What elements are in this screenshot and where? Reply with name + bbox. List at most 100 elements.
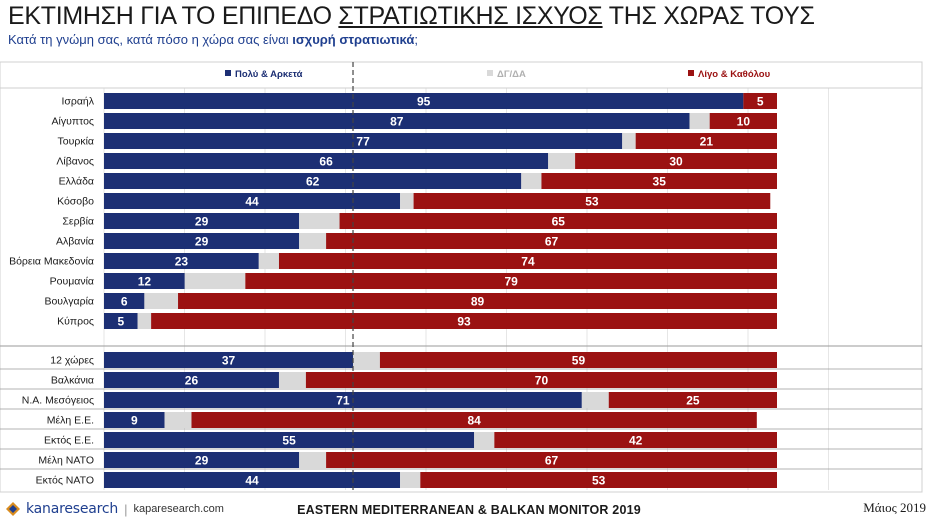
value-label-positive: 23 xyxy=(175,255,189,269)
value-label-positive: 29 xyxy=(195,235,209,249)
category-label: Ελλάδα xyxy=(59,176,94,188)
value-label-positive: 37 xyxy=(222,354,236,368)
category-label: Αλβανία xyxy=(56,236,94,248)
category-label: 12 χώρες xyxy=(50,355,94,367)
bar-neutral xyxy=(400,193,414,209)
value-label-positive: 87 xyxy=(390,115,404,129)
bar-neutral xyxy=(144,293,179,309)
bar-positive xyxy=(104,233,300,249)
value-label-negative: 53 xyxy=(585,195,599,209)
logo-word-b: research xyxy=(59,501,119,517)
bar-positive xyxy=(104,313,138,329)
bar-positive xyxy=(104,412,165,428)
bar-negative xyxy=(709,113,777,129)
value-label-negative: 42 xyxy=(629,434,643,448)
category-label: Αίγυπτος xyxy=(52,116,94,128)
legend-swatch xyxy=(487,70,493,76)
value-label-positive: 77 xyxy=(356,135,370,149)
value-label-negative: 10 xyxy=(737,115,751,129)
bar-negative xyxy=(278,253,777,269)
value-label-negative: 53 xyxy=(592,474,606,488)
value-label-positive: 26 xyxy=(185,374,199,388)
legend-label: ΔΓ/ΔΑ xyxy=(497,69,526,80)
bar-neutral xyxy=(689,113,710,129)
value-label-negative: 35 xyxy=(653,175,667,189)
bar-positive xyxy=(104,133,623,149)
bar-positive xyxy=(104,372,279,388)
value-label-negative: 84 xyxy=(467,414,481,428)
value-label-positive: 95 xyxy=(417,95,431,109)
bar-positive xyxy=(104,173,522,189)
bar-negative xyxy=(151,313,778,329)
bar-neutral xyxy=(622,133,636,149)
bar-neutral xyxy=(521,173,542,189)
logo-word-a: kana xyxy=(26,501,60,517)
footer-website: kaparesearch.com xyxy=(133,503,224,515)
bar-negative xyxy=(379,352,777,368)
value-label-positive: 9 xyxy=(131,414,138,428)
bar-neutral xyxy=(548,153,576,169)
value-label-negative: 79 xyxy=(504,275,518,289)
category-label: Ισραήλ xyxy=(61,96,94,108)
bar-positive xyxy=(104,352,354,368)
bar-positive xyxy=(104,392,582,408)
bar-negative xyxy=(608,392,777,408)
bar-negative xyxy=(245,273,777,289)
subtitle-text-bold: ισχυρή στρατιωτικά xyxy=(292,32,415,47)
legend-label: Λίγο & Καθόλου xyxy=(698,69,771,80)
bar-negative xyxy=(420,472,777,488)
bar-positive xyxy=(104,253,259,269)
bar-negative xyxy=(191,412,757,428)
bar-positive xyxy=(104,293,145,309)
category-label: Μέλη Ε.Ε. xyxy=(47,415,94,427)
company-logo: kanaresearch | kaparesearch.com xyxy=(6,501,224,517)
title-text-underlined: ΣΤΡΑΤΙΩΤΙΚΗΣ ΙΣΧΥΟΣ xyxy=(338,2,603,30)
category-label: Κόσοβο xyxy=(57,196,94,208)
category-label: Βουλγαρία xyxy=(44,296,94,308)
bar-neutral xyxy=(299,233,327,249)
value-label-negative: 65 xyxy=(552,215,566,229)
category-label: Βαλκάνια xyxy=(51,375,94,387)
bar-positive xyxy=(104,93,744,109)
bar-negative xyxy=(575,153,777,169)
category-label: Λίβανος xyxy=(56,156,94,168)
value-label-positive: 55 xyxy=(282,434,296,448)
title-text-2: ΤΗΣ ΧΩΡΑΣ ΤΟΥΣ xyxy=(602,2,815,30)
footer-title: EASTERN MEDITERRANEAN & BALKAN MONITOR 2… xyxy=(297,503,641,517)
bar-neutral xyxy=(299,213,340,229)
value-label-negative: 25 xyxy=(686,394,700,408)
bar-negative xyxy=(494,432,777,448)
value-label-negative: 67 xyxy=(545,235,559,249)
legend-swatch xyxy=(225,70,231,76)
bar-neutral xyxy=(474,432,495,448)
category-label: Εκτός Ε.Ε. xyxy=(44,435,94,447)
value-label-positive: 29 xyxy=(195,215,209,229)
value-label-negative: 30 xyxy=(669,155,683,169)
bar-neutral xyxy=(137,313,152,329)
subtitle-text-2: ; xyxy=(414,32,418,47)
category-label: Κύπρος xyxy=(57,316,94,328)
bar-negative xyxy=(541,173,777,189)
chart-frame xyxy=(0,61,923,493)
bar-neutral xyxy=(278,372,306,388)
value-label-positive: 29 xyxy=(195,454,209,468)
bar-negative xyxy=(178,293,777,309)
bar-negative xyxy=(743,93,777,109)
value-label-negative: 93 xyxy=(457,315,471,329)
bar-neutral xyxy=(164,412,192,428)
bar-neutral xyxy=(184,273,246,289)
bar-negative xyxy=(305,372,777,388)
bar-negative xyxy=(326,233,777,249)
bar-positive xyxy=(104,193,401,209)
value-label-negative: 74 xyxy=(521,255,535,269)
bar-neutral xyxy=(353,352,380,368)
logo-wordmark: kanaresearch xyxy=(26,501,118,517)
value-label-negative: 21 xyxy=(700,135,714,149)
category-label: Τουρκία xyxy=(58,136,94,148)
bar-neutral xyxy=(400,472,421,488)
bar-neutral xyxy=(299,452,327,468)
subtitle-text-1: Κατά τη γνώμη σας, κατά πόσο η χώρα σας … xyxy=(8,32,293,47)
page-subtitle: Κατά τη γνώμη σας, κατά πόσο η χώρα σας … xyxy=(8,32,418,47)
category-label: Σερβία xyxy=(62,216,94,228)
